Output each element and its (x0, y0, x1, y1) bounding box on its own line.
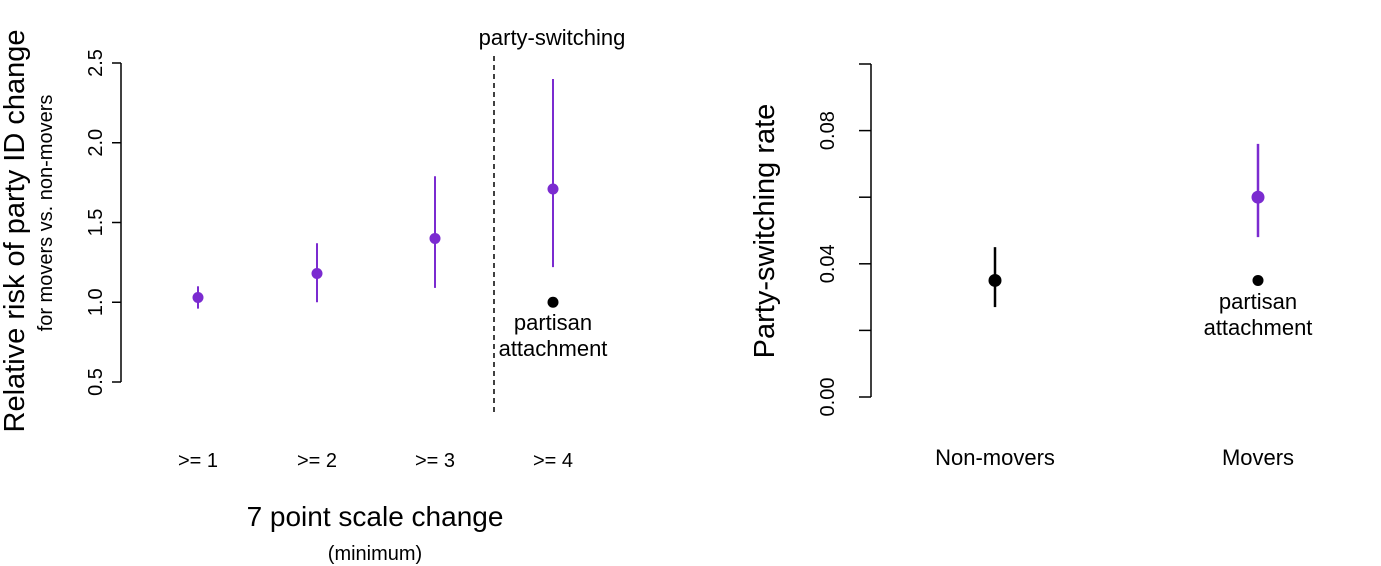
left-y-tick-label: 1.0 (85, 288, 107, 316)
left-y-tick-label: 1.5 (85, 209, 107, 237)
right-chart: 0.00 0.04 0.08 Party-switching rate Non-mo… (749, 63, 1313, 470)
right-annotation-line-2: attachment (1204, 315, 1313, 340)
left-x-tick-label: >= 2 (297, 450, 337, 472)
left-data-point (547, 183, 559, 195)
left-y-tick-label: 2.5 (85, 49, 107, 77)
right-x-tick-labels: Non-movers Movers (935, 445, 1294, 470)
left-chart: 0.5 1.0 1.5 2.0 2.5 Relative risk of party I… (0, 25, 625, 565)
left-data-point (311, 268, 323, 280)
right-data-point (988, 273, 1002, 287)
left-y-axis-sublabel: for movers vs. non-movers (35, 95, 57, 332)
divider-label: party-switching (479, 25, 626, 50)
right-y-axis-label: Party-switching rate (749, 104, 781, 359)
left-reference-point (547, 296, 559, 308)
left-x-tick-label: >= 1 (178, 450, 218, 472)
left-data-point (192, 291, 204, 303)
right-marks (988, 143, 1265, 308)
left-y-axis-label: Relative risk of party ID change (0, 30, 31, 433)
right-data-point (1251, 190, 1265, 204)
right-y-tick-label: 0.08 (817, 111, 839, 150)
left-x-tick-label: >= 4 (533, 450, 573, 472)
right-x-tick-label: Movers (1222, 445, 1294, 470)
left-annotation-line-1: partisan (514, 310, 592, 335)
right-y-ticks: 0.00 0.04 0.08 (817, 63, 871, 417)
right-y-tick-label: 0.04 (817, 244, 839, 283)
right-reference-point (1252, 274, 1264, 286)
left-x-axis-sublabel: (minimum) (328, 543, 422, 565)
left-x-tick-labels: >= 1 >= 2 >= 3 >= 4 (178, 450, 573, 472)
left-annotation-line-2: attachment (499, 336, 608, 361)
right-y-tick-label: 0.00 (817, 378, 839, 417)
left-data-point (429, 232, 441, 244)
left-x-tick-label: >= 3 (415, 450, 455, 472)
left-y-tick-label: 2.0 (85, 129, 107, 157)
left-y-ticks: 0.5 1.0 1.5 2.0 2.5 (85, 49, 121, 396)
right-annotation-line-1: partisan (1219, 289, 1297, 314)
right-x-tick-label: Non-movers (935, 445, 1055, 470)
left-x-axis-label: 7 point scale change (247, 501, 504, 532)
left-y-tick-label: 0.5 (85, 368, 107, 396)
left-marks (192, 78, 559, 309)
